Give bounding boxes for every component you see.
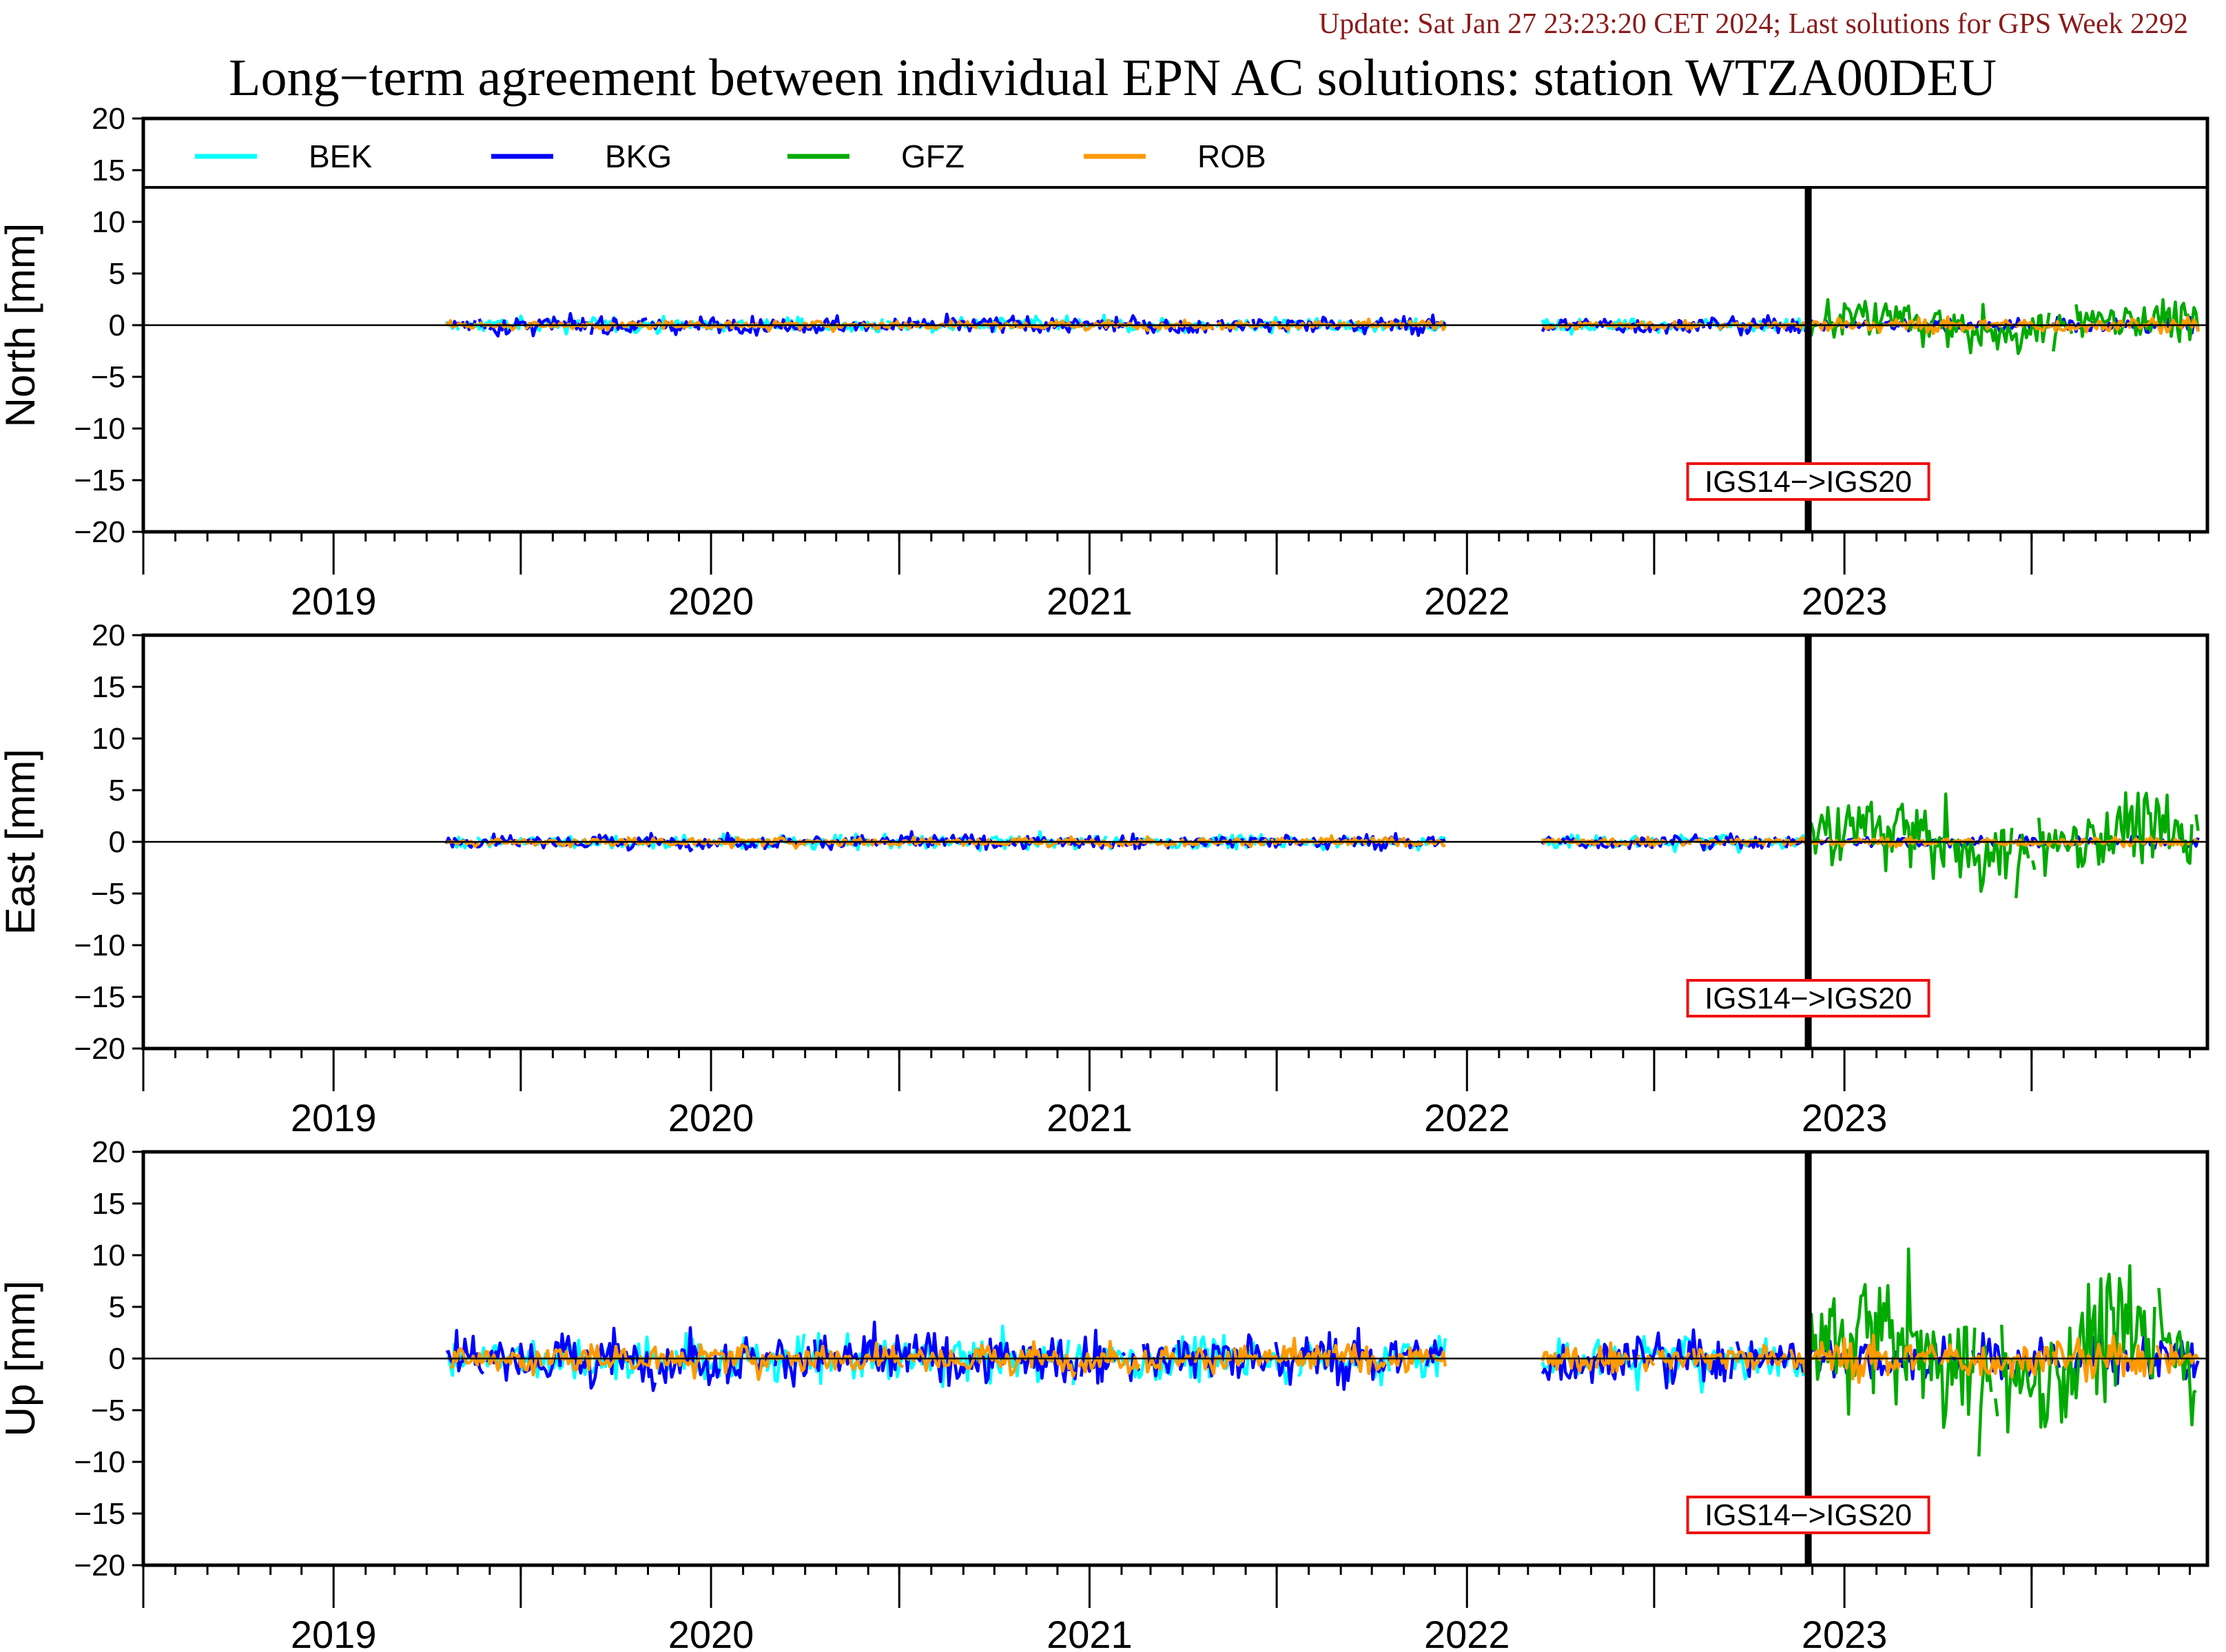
series-line-gfz	[1807, 1247, 2197, 1457]
legend-label-bkg: BKG	[605, 138, 672, 174]
y-tick-label: −15	[74, 980, 125, 1014]
x-year-label: 2022	[1424, 1613, 1510, 1652]
x-year-label: 2020	[668, 1613, 754, 1652]
legend-label-bek: BEK	[309, 138, 372, 174]
legend: BEK BKG GFZ ROB	[195, 138, 1266, 174]
panels: IGS14−>IGS20 20 15 10 5 0 −5 −10 −15 −20 North [mm…	[0, 102, 2209, 1652]
x-year-label: 2019	[291, 579, 377, 623]
panel-east: IGS14−>IGS20 20 15 10 5 0 −5 −10 −15 −20 East [mm]…	[0, 619, 2209, 1139]
y-tick-label: 20	[92, 102, 125, 136]
series-line-rob	[449, 1333, 2200, 1384]
series-group	[444, 298, 2200, 355]
y-tick-label: −5	[91, 1394, 125, 1427]
y-tick-label: 20	[92, 1135, 125, 1169]
y-tick-label: 5	[109, 257, 125, 291]
y-tick-label: 15	[92, 154, 125, 187]
y-tick-label: 15	[92, 1187, 125, 1221]
legend-label-rob: ROB	[1197, 138, 1266, 174]
legend-label-gfz: GFZ	[901, 138, 965, 174]
event-label-box	[1686, 1496, 1930, 1534]
event-label: IGS14−>IGS20	[1704, 982, 1912, 1015]
y-axis-label: Up [mm]	[0, 1281, 43, 1437]
x-year-label: 2019	[291, 1613, 377, 1652]
y-tick-label: 10	[92, 722, 125, 756]
panel-north: IGS14−>IGS20 20 15 10 5 0 −5 −10 −15 −20 North [mm…	[0, 102, 2209, 623]
y-tick-label: 5	[109, 774, 125, 807]
y-tick-label: −20	[74, 1549, 125, 1582]
event-label: IGS14−>IGS20	[1704, 1498, 1912, 1532]
y-tick-label: −5	[91, 877, 125, 911]
event-label: IGS14−>IGS20	[1704, 465, 1912, 499]
y-tick-label: 0	[109, 309, 125, 342]
y-tick-label: −10	[74, 412, 125, 446]
y-axis-label: North [mm]	[0, 223, 43, 428]
y-tick-label: −15	[74, 1497, 125, 1531]
panel-up: IGS14−>IGS20 20 15 10 5 0 −5 −10 −15 −20 Up [mm] 20…	[0, 1135, 2209, 1652]
y-tick-label: −10	[74, 929, 125, 962]
y-tick-label: −5	[91, 360, 125, 394]
y-tick-label: 15	[92, 670, 125, 704]
y-tick-label: 5	[109, 1290, 125, 1324]
x-year-label: 2022	[1424, 579, 1510, 623]
y-tick-label: −15	[74, 464, 125, 497]
event-label-box	[1686, 462, 1930, 501]
y-tick-label: −20	[74, 1032, 125, 1066]
y-tick-label: 0	[109, 1342, 125, 1376]
y-tick-label: 10	[92, 205, 125, 239]
y-tick-label: −20	[74, 515, 125, 549]
series-line-gfz	[1808, 791, 2200, 898]
x-year-label: 2021	[1047, 1096, 1133, 1139]
x-year-label: 2023	[1802, 1613, 1888, 1652]
y-tick-label: 20	[92, 619, 125, 652]
x-year-label: 2023	[1802, 1096, 1888, 1139]
y-tick-label: 10	[92, 1239, 125, 1272]
y-tick-label: 0	[109, 825, 125, 859]
event-label-box	[1686, 979, 1930, 1018]
x-year-label: 2020	[668, 579, 754, 623]
y-axis-label: East [mm]	[0, 749, 43, 935]
y-tick-label: −10	[74, 1445, 125, 1479]
x-year-label: 2019	[291, 1096, 377, 1139]
series-group	[444, 791, 2200, 898]
series-group	[445, 1247, 2200, 1457]
chart-title: Long−term agreement between individual E…	[229, 49, 1997, 107]
x-year-label: 2022	[1424, 1096, 1510, 1139]
x-year-label: 2021	[1047, 579, 1133, 623]
x-year-label: 2023	[1802, 579, 1888, 623]
x-year-label: 2020	[668, 1096, 754, 1139]
update-timestamp: Update: Sat Jan 27 23:23:20 CET 2024; La…	[1319, 8, 2188, 40]
x-year-label: 2021	[1047, 1613, 1133, 1652]
